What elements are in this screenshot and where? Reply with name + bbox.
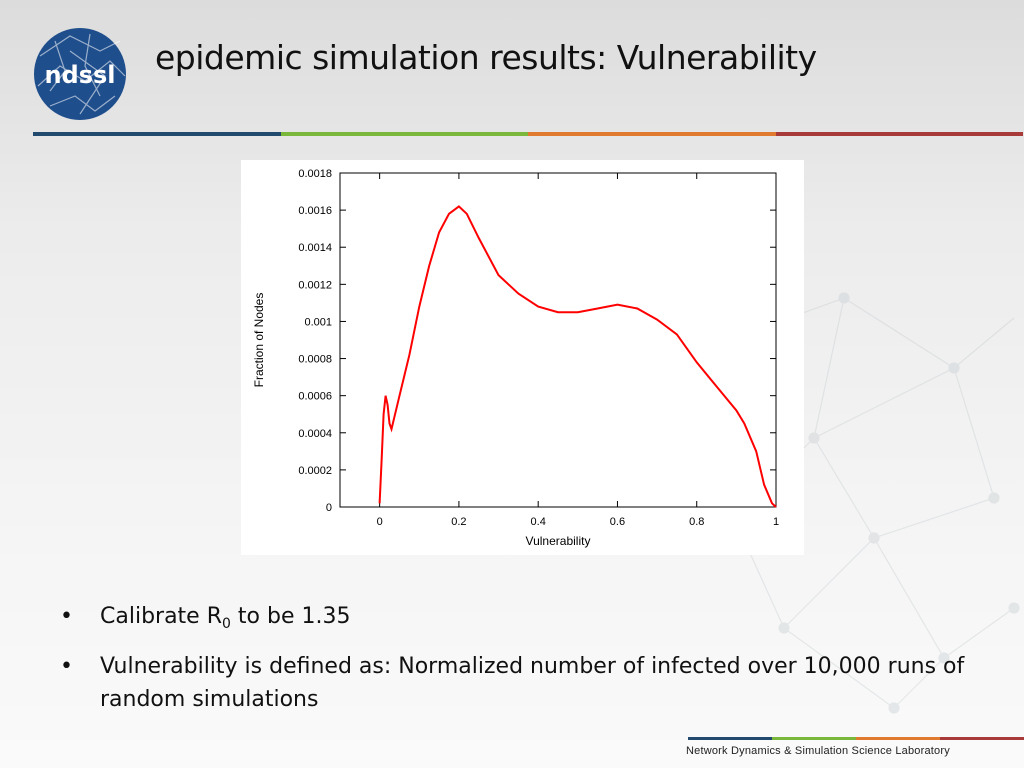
y-tick-label: 0.0018 — [298, 168, 332, 180]
data-series-line — [378, 205, 777, 508]
bullet-item: • Calibrate R0 to be 1.35 — [60, 600, 990, 641]
chart-svg: 0 0.2 0.4 0.6 0.8 1 0 0.0002 0.0004 0.0006 0.0008 0… — [252, 168, 779, 548]
bullet-text-start: Calibrate R — [100, 604, 222, 629]
bullet-text-end: to be 1.35 — [230, 604, 351, 629]
x-tick-label: 1 — [773, 516, 779, 528]
y-tick-label: 0.0016 — [298, 205, 332, 217]
x-tick-label: 0 — [377, 516, 383, 528]
bullet-subscript: 0 — [222, 616, 231, 632]
y-tick-label: 0.0008 — [298, 354, 332, 366]
footer-lab-name: Network Dynamics & Simulation Science La… — [686, 745, 950, 757]
y-tick-label: 0.0004 — [298, 428, 332, 440]
bullet-marker: • — [60, 654, 73, 679]
y-axis-label: Fraction of Nodes — [252, 293, 266, 388]
vulnerability-chart: 0 0.2 0.4 0.6 0.8 1 0 0.0002 0.0004 0.0006 0.0008 0… — [241, 160, 804, 555]
logo-text: ndssl — [44, 61, 115, 89]
y-tick-label: 0.0002 — [298, 465, 332, 477]
x-tick-label: 0.4 — [531, 516, 546, 528]
title-divider — [33, 132, 1023, 136]
bullet-item: • Vulnerability is defined as: Normalize… — [60, 650, 990, 716]
bullet-text: Vulnerability is defined as: Normalized … — [100, 654, 965, 712]
plot-area-frame — [339, 172, 777, 508]
footer-divider — [688, 737, 1024, 740]
x-tick-label: 0.2 — [451, 516, 466, 528]
bullet-list: • Calibrate R0 to be 1.35 • Vulnerabilit… — [60, 600, 990, 725]
x-tick-label: 0.6 — [610, 516, 625, 528]
y-tick-label: 0.0014 — [298, 242, 332, 254]
y-tick-label: 0.0006 — [298, 391, 332, 403]
x-axis-label: Vulnerability — [526, 534, 591, 548]
bullet-marker: • — [60, 604, 73, 629]
y-tick-label: 0.0012 — [298, 279, 332, 291]
y-tick-label: 0 — [326, 502, 332, 514]
y-tick-label: 0.001 — [304, 316, 332, 328]
page-title: epidemic simulation results: Vulnerabili… — [155, 38, 817, 77]
ndssl-logo: ndssl — [30, 26, 130, 122]
x-tick-label: 0.8 — [689, 516, 704, 528]
